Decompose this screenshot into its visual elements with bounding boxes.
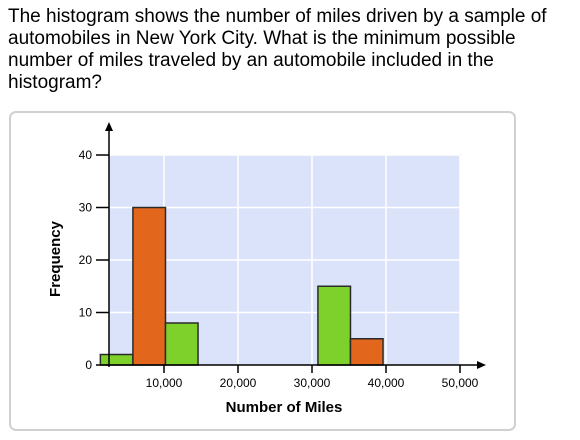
x-tick-label: 30,000 [294, 376, 331, 390]
x-tick-label: 50,000 [442, 376, 479, 390]
histogram-bar [132, 206, 167, 366]
y-tick-label: 10 [79, 306, 93, 320]
x-axis-title: Number of Miles [226, 399, 343, 416]
x-tick-label: 10,000 [146, 376, 183, 390]
axes [96, 122, 486, 373]
x-tick-label: 40,000 [368, 376, 405, 390]
y-tick-label: 20 [79, 253, 93, 267]
y-tick-labels: 0 10 20 30 40 [79, 148, 93, 372]
question-text: The histogram shows the number of miles … [8, 6, 547, 93]
y-axis-title: Frequency [47, 220, 64, 297]
y-tick-label: 0 [85, 358, 92, 372]
histogram-bar [164, 322, 199, 366]
y-tick-label: 30 [79, 201, 93, 215]
histogram-bar [349, 338, 384, 366]
x-tick-labels: 10,000 20,000 30,000 40,000 50,000 [146, 376, 479, 390]
x-tick-label: 20,000 [220, 376, 257, 390]
histogram-bar [317, 285, 352, 366]
histogram-bar [99, 353, 134, 366]
y-tick-label: 40 [79, 148, 93, 162]
x-axis-arrow [477, 361, 486, 369]
y-axis-arrow [105, 122, 113, 131]
